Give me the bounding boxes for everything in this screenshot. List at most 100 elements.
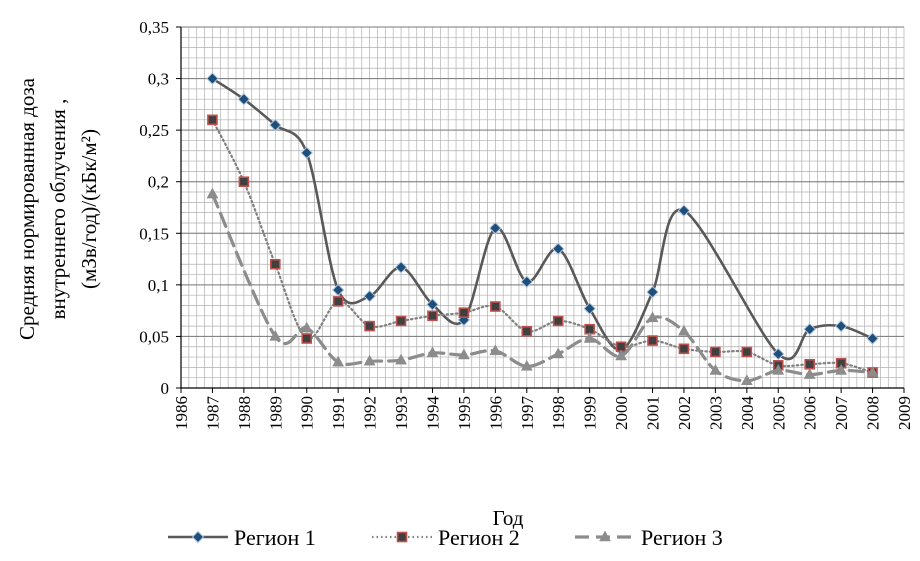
marker-region-1 xyxy=(206,72,219,85)
marker-region-2 xyxy=(678,343,690,355)
marker-region-2 xyxy=(552,315,564,327)
x-tick-label: 1993 xyxy=(392,396,411,430)
x-tick-label: 2000 xyxy=(612,396,631,430)
y-tick-label: 0 xyxy=(161,379,170,398)
y-axis-title-line-1: Средняя нормированная доза xyxy=(15,77,39,340)
legend-label-region-2: Регион 2 xyxy=(438,525,520,550)
marker-region-2 xyxy=(741,346,753,358)
marker-region-3 xyxy=(866,366,879,377)
marker-region-3 xyxy=(426,346,439,358)
y-axis-title-line-3: (мЗв/год)/(кБк/м²) xyxy=(77,129,101,289)
legend-item-region-2: Регион 2 xyxy=(372,525,520,550)
y-tick-label: 0,25 xyxy=(139,121,169,140)
marker-region-1 xyxy=(866,332,879,345)
marker-region-1 xyxy=(772,347,785,361)
series-region-3 xyxy=(206,187,879,386)
marker-region-3 xyxy=(615,349,628,361)
marker-region-3 xyxy=(520,359,533,371)
marker-region-3 xyxy=(332,355,345,367)
marker-region-2 xyxy=(804,358,815,370)
x-tick-label: 2009 xyxy=(895,396,914,430)
legend: Регион 1 Регион 2 Регион 3 xyxy=(168,525,723,550)
x-tick-label: 1995 xyxy=(455,396,474,430)
x-tick-label: 2001 xyxy=(644,396,663,430)
marker-region-1 xyxy=(394,261,408,274)
marker-region-1 xyxy=(834,319,848,333)
marker-region-1 xyxy=(237,92,251,106)
x-tick-label: 2002 xyxy=(675,396,694,430)
marker-region-3 xyxy=(678,324,690,336)
y-tick-label: 0,35 xyxy=(139,18,169,37)
series-line-region-1 xyxy=(211,77,874,361)
marker-region-2 xyxy=(207,114,218,126)
marker-region-1 xyxy=(489,221,502,235)
marker-region-2 xyxy=(332,296,344,307)
marker-region-3 xyxy=(269,329,282,341)
marker-region-1 xyxy=(646,285,659,299)
x-axis-title: Год xyxy=(493,506,524,530)
marker-region-3 xyxy=(740,374,753,386)
series-line-region-3 xyxy=(210,192,875,383)
marker-region-2 xyxy=(301,333,313,344)
y-tick-label: 0,2 xyxy=(148,173,169,192)
marker-region-3 xyxy=(772,363,785,375)
marker-region-2 xyxy=(395,315,407,327)
x-tick-label: 1997 xyxy=(518,396,537,431)
x-tick-label: 1994 xyxy=(423,396,442,431)
marker-region-1 xyxy=(803,323,816,336)
y-tick-label: 0,05 xyxy=(139,327,169,346)
marker-region-3 xyxy=(552,347,565,359)
grid xyxy=(180,26,905,389)
x-tick-label: 2003 xyxy=(706,396,725,430)
x-tick-label: 1990 xyxy=(298,396,317,430)
series-region-2 xyxy=(207,114,878,378)
marker-region-1 xyxy=(269,118,282,132)
x-tick-label: 1986 xyxy=(172,396,191,430)
marker-region-1 xyxy=(520,275,533,288)
legend-label-region-3: Регион 3 xyxy=(641,525,723,550)
marker-region-2 xyxy=(458,307,470,319)
marker-region-3 xyxy=(709,363,722,375)
marker-region-3 xyxy=(489,344,502,356)
x-tick-label: 1999 xyxy=(581,396,600,430)
marker-region-1 xyxy=(583,302,596,315)
marker-region-2 xyxy=(427,310,438,322)
marker-region-1 xyxy=(363,289,376,303)
marker-region-1 xyxy=(331,283,345,297)
legend-label-region-1: Регион 1 xyxy=(234,525,316,550)
x-tick-label: 1989 xyxy=(266,396,285,430)
marker-region-2 xyxy=(490,301,501,312)
x-tick-label: 1988 xyxy=(235,396,254,430)
y-tick-label: 0,3 xyxy=(148,70,169,89)
marker-region-3 xyxy=(646,311,659,323)
legend-item-region-1: Регион 1 xyxy=(168,525,316,550)
x-tick-label: 1998 xyxy=(549,396,568,430)
series-group xyxy=(206,72,879,386)
x-tick-label: 2006 xyxy=(801,396,820,430)
x-tick-label: 1996 xyxy=(486,396,505,430)
marker-region-2 xyxy=(238,176,250,188)
marker-region-3 xyxy=(395,353,407,365)
marker-region-3 xyxy=(583,331,596,343)
marker-region-1 xyxy=(552,242,565,255)
marker-region-2 xyxy=(710,346,721,358)
y-tick-label: 0,1 xyxy=(148,276,169,295)
marker-region-3 xyxy=(363,354,376,366)
x-tick-label: 2004 xyxy=(738,396,757,431)
x-tick-label: 1987 xyxy=(203,396,222,431)
y-axis-title-line-2: внутреннего облучения , xyxy=(46,99,70,320)
marker-region-3-legend xyxy=(599,530,611,542)
marker-region-2 xyxy=(647,335,658,346)
series-region-1 xyxy=(206,72,879,361)
x-tick-label: 2007 xyxy=(832,396,851,431)
y-axis-title: Средняя нормированная доза внутреннего о… xyxy=(15,77,101,340)
y-tick-label: 0,15 xyxy=(139,224,169,243)
x-tick-label: 1992 xyxy=(361,396,380,430)
tick-labels: 0 0,05 0,1 0,15 0,2 0,25 0,3 0,35 1986 1987 1988 19… xyxy=(139,18,914,430)
marker-region-1 xyxy=(426,298,439,311)
legend-item-region-3: Регион 3 xyxy=(575,525,723,550)
marker-region-1 xyxy=(677,204,691,217)
marker-region-2 xyxy=(270,258,281,270)
marker-region-3 xyxy=(206,187,219,199)
